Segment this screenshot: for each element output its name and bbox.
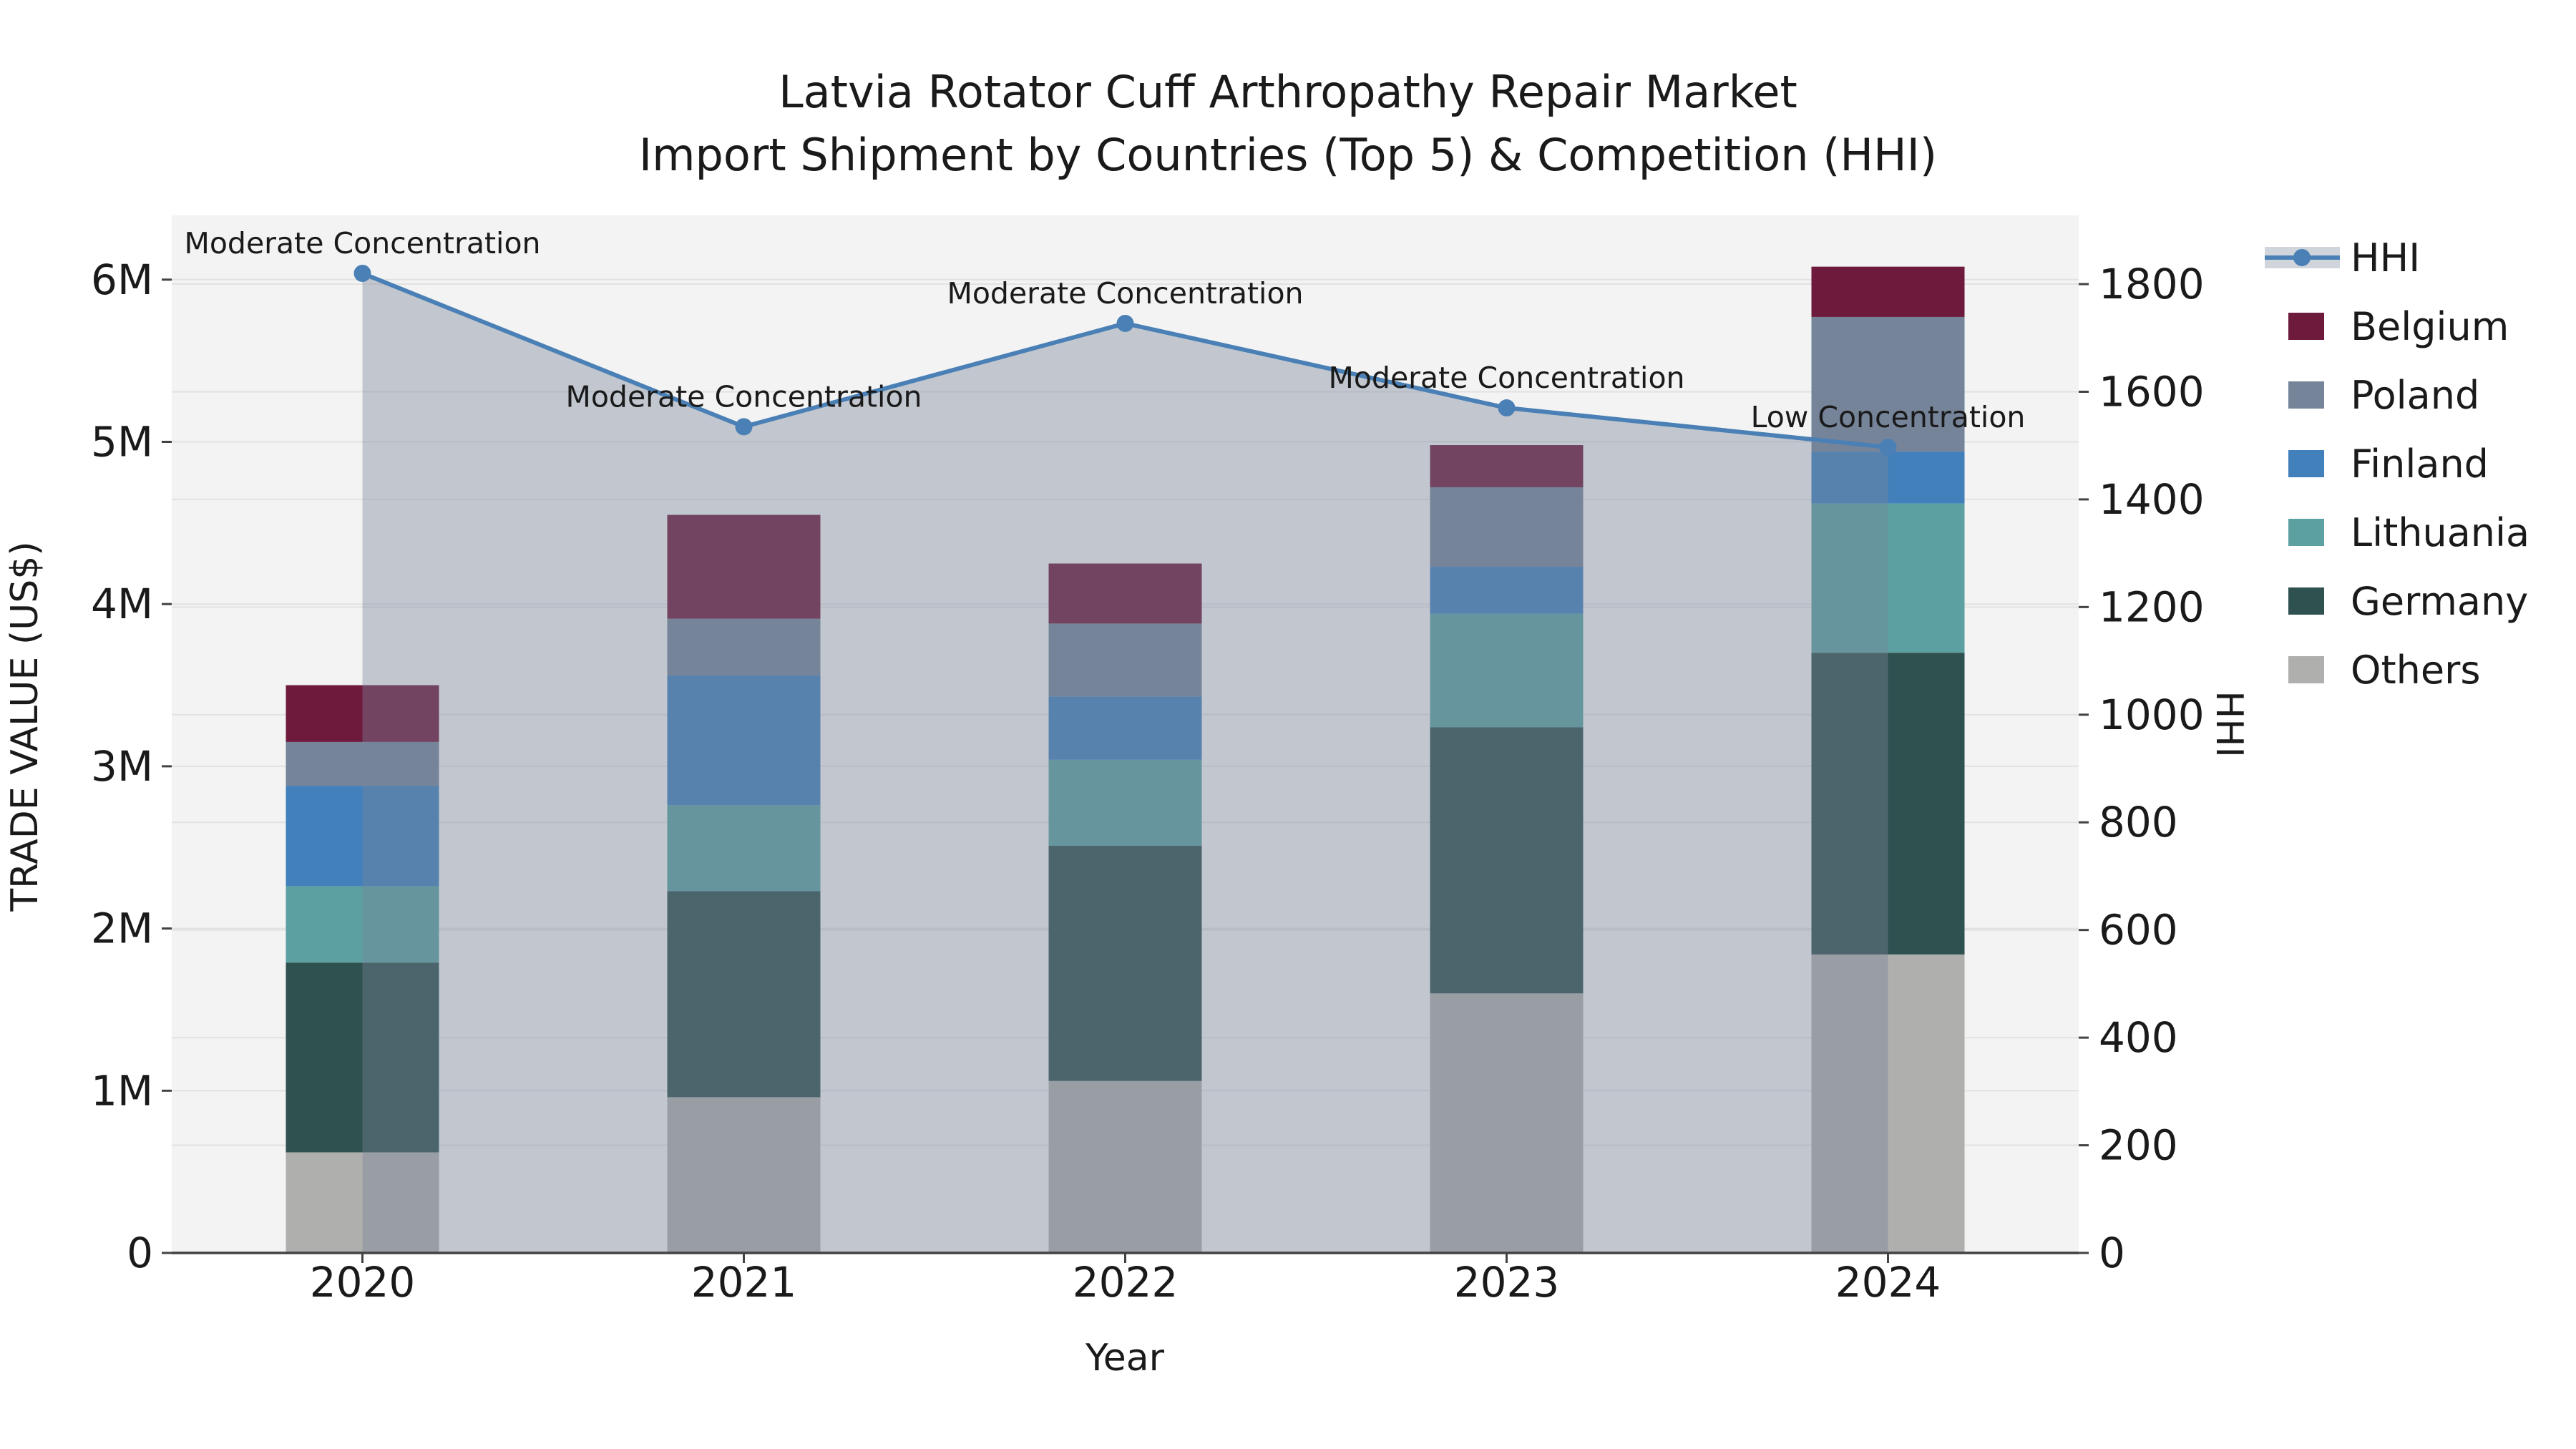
- bar-segment-others-2023: [1430, 993, 1584, 1253]
- legend-item-finland: Finland: [2288, 441, 2489, 487]
- y-axis-title: TRADE VALUE (US$): [4, 541, 47, 912]
- bar-segment-others-2024: [1811, 954, 1965, 1253]
- annotation-2024: Low Concentration: [1751, 400, 2026, 434]
- annotation-2022: Moderate Concentration: [947, 276, 1303, 311]
- bar-segment-germany-2020: [286, 962, 439, 1153]
- bar-segment-belgium-2022: [1048, 563, 1202, 624]
- x-tick-label-2023: 2023: [1454, 1258, 1560, 1307]
- y2-tick-label-0: 0: [2099, 1229, 2125, 1277]
- legend-label-belgium: Belgium: [2351, 304, 2509, 349]
- legend-label-poland: Poland: [2351, 373, 2479, 418]
- legend-label-germany: Germany: [2351, 579, 2528, 624]
- legend-item-poland: Poland: [2288, 373, 2479, 418]
- bar-segment-germany-2024: [1811, 653, 1965, 955]
- bar-segment-lithuania-2021: [667, 805, 821, 892]
- y2-tick-label-1000: 1000: [2099, 691, 2205, 739]
- bar-segment-germany-2021: [667, 891, 821, 1098]
- legend-label-lithuania: Lithuania: [2351, 510, 2529, 555]
- legend-item-others: Others: [2288, 648, 2480, 693]
- legend-swatch-germany: [2288, 587, 2324, 615]
- bar-segment-poland-2022: [1048, 623, 1202, 697]
- legend-swatch-poland: [2288, 381, 2324, 409]
- y-tick-label-0: 0: [127, 1229, 153, 1277]
- y-tick-label-5M: 5M: [91, 418, 153, 467]
- y2-tick-label-800: 800: [2099, 798, 2178, 847]
- legend-item-hhi: HHI: [2265, 235, 2420, 280]
- y2-tick-label-1600: 1600: [2099, 367, 2205, 416]
- bar-segment-finland-2024: [1811, 452, 1965, 504]
- legend-swatch-others: [2288, 656, 2324, 683]
- legend-label-finland: Finland: [2351, 441, 2489, 487]
- legend-item-germany: Germany: [2288, 579, 2528, 624]
- bar-segment-others-2022: [1048, 1080, 1202, 1253]
- y-tick-label-3M: 3M: [91, 742, 153, 791]
- bar-segment-finland-2021: [667, 675, 821, 806]
- legend-item-belgium: Belgium: [2288, 304, 2509, 349]
- bar-segment-belgium-2023: [1430, 445, 1584, 487]
- y2-tick-label-1800: 1800: [2099, 260, 2205, 308]
- hhi-marker-2023: [1498, 399, 1516, 417]
- legend-label-hhi: HHI: [2351, 235, 2420, 280]
- bar-segment-belgium-2024: [1811, 266, 1965, 317]
- y2-tick-label-400: 400: [2099, 1013, 2178, 1062]
- y-tick-label-6M: 6M: [91, 255, 153, 304]
- bar-segment-belgium-2020: [286, 685, 439, 742]
- bar-segment-lithuania-2024: [1811, 503, 1965, 653]
- bar-segment-others-2021: [667, 1097, 821, 1253]
- bar-segment-germany-2022: [1048, 845, 1202, 1081]
- hhi-marker-2020: [353, 264, 371, 282]
- bar-segment-lithuania-2023: [1430, 613, 1584, 728]
- bar-segment-lithuania-2020: [286, 886, 439, 963]
- y2-tick-label-200: 200: [2099, 1121, 2178, 1170]
- bar-segment-poland-2021: [667, 618, 821, 675]
- x-tick-label-2022: 2022: [1073, 1258, 1179, 1307]
- legend-label-others: Others: [2351, 648, 2480, 693]
- x-axis-title: Year: [1085, 1337, 1165, 1380]
- bar-segment-belgium-2021: [667, 514, 821, 619]
- y2-tick-label-600: 600: [2099, 906, 2178, 955]
- bar-segment-finland-2020: [286, 786, 439, 887]
- y-tick-label-2M: 2M: [91, 904, 153, 953]
- y-tick-label-1M: 1M: [91, 1066, 153, 1115]
- chart-subtitle: Import Shipment by Countries (Top 5) & C…: [639, 129, 1937, 181]
- hhi-marker-2021: [735, 418, 753, 436]
- bar-segment-others-2020: [286, 1152, 439, 1253]
- x-tick-label-2024: 2024: [1835, 1258, 1941, 1307]
- bar-segment-germany-2023: [1430, 727, 1584, 994]
- bar-segment-poland-2024: [1811, 316, 1965, 452]
- bar-segment-poland-2023: [1430, 487, 1584, 567]
- bar-segment-poland-2020: [286, 741, 439, 786]
- annotation-2023: Moderate Concentration: [1328, 361, 1684, 395]
- hhi-marker-2024: [1879, 438, 1897, 456]
- x-tick-label-2021: 2021: [691, 1258, 797, 1307]
- chart-title: Latvia Rotator Cuff Arthropathy Repair M…: [779, 66, 1797, 118]
- legend-item-lithuania: Lithuania: [2288, 510, 2529, 555]
- legend-swatch-finland: [2288, 450, 2324, 477]
- bar-segment-lithuania-2022: [1048, 759, 1202, 846]
- legend-swatch-hhi-marker: [2293, 249, 2311, 266]
- hhi-area: [362, 273, 1888, 1254]
- x-tick-label-2020: 2020: [310, 1258, 416, 1307]
- hhi-marker-2022: [1116, 314, 1134, 332]
- y2-tick-label-1200: 1200: [2099, 582, 2205, 631]
- annotation-2021: Moderate Concentration: [565, 379, 922, 414]
- y2-axis-title: HHI: [2207, 691, 2250, 758]
- legend-swatch-lithuania: [2288, 519, 2324, 546]
- bar-segment-finland-2023: [1430, 567, 1584, 614]
- annotation-2020: Moderate Concentration: [184, 226, 540, 260]
- y2-tick-label-1400: 1400: [2099, 475, 2205, 524]
- legend-swatch-belgium: [2288, 313, 2324, 340]
- bar-segment-finland-2022: [1048, 696, 1202, 760]
- y-tick-label-4M: 4M: [91, 580, 153, 628]
